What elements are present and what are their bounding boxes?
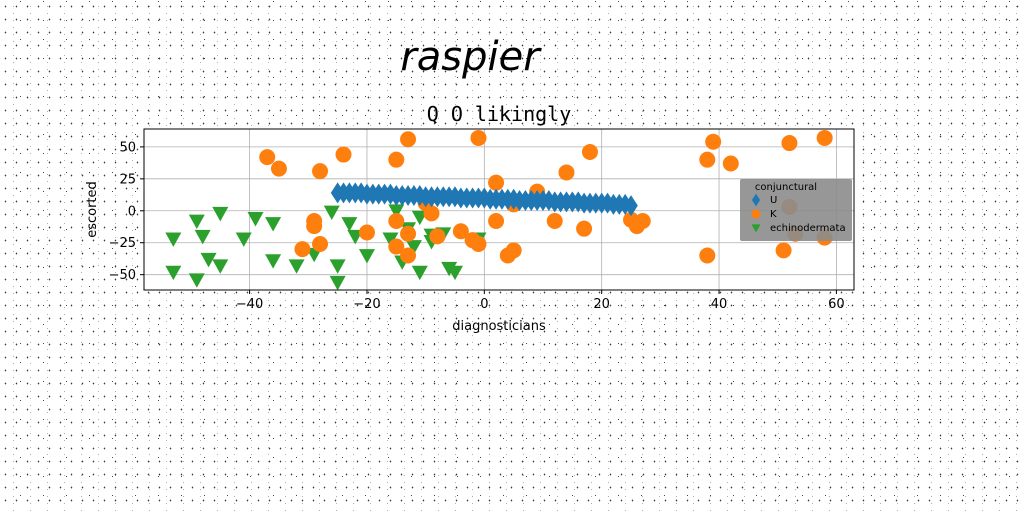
data-point bbox=[329, 275, 346, 291]
data-point bbox=[624, 195, 638, 217]
data-point bbox=[388, 151, 405, 168]
legend-label: echinodermata bbox=[770, 223, 846, 234]
ticks: −40 −20 0 20 40 60 −50 −25 0 25 50 bbox=[109, 140, 845, 312]
x-axis-label: diagnosticians bbox=[452, 319, 546, 334]
data-point bbox=[429, 228, 446, 245]
data-marks bbox=[165, 129, 833, 291]
y-tick-label: 25 bbox=[119, 172, 136, 187]
legend-label: K bbox=[770, 209, 777, 220]
data-point bbox=[294, 241, 311, 258]
data-point bbox=[259, 149, 276, 166]
data-point bbox=[382, 232, 399, 247]
data-point bbox=[265, 254, 282, 269]
data-point bbox=[388, 204, 405, 219]
data-point bbox=[312, 163, 329, 180]
data-point bbox=[212, 206, 229, 222]
data-point bbox=[400, 225, 417, 242]
data-point bbox=[388, 238, 405, 255]
data-point bbox=[341, 217, 358, 232]
legend-item: K bbox=[751, 209, 777, 220]
legend-item: echinodermata bbox=[751, 223, 846, 234]
x-tick-label: −40 bbox=[236, 297, 263, 312]
x-tick-label: 40 bbox=[711, 297, 728, 312]
y-tick-label: −25 bbox=[109, 236, 136, 251]
data-point bbox=[235, 232, 252, 247]
data-point bbox=[405, 240, 422, 255]
y-tick-label: −50 bbox=[109, 268, 136, 283]
data-point bbox=[581, 144, 598, 160]
data-point bbox=[816, 129, 833, 146]
data-point bbox=[306, 218, 323, 235]
data-point bbox=[699, 151, 716, 168]
data-point bbox=[400, 131, 417, 148]
data-point bbox=[576, 220, 593, 237]
axes-frame bbox=[143, 128, 855, 291]
data-point bbox=[358, 249, 375, 264]
series-K bbox=[259, 129, 833, 264]
data-point bbox=[165, 265, 182, 281]
data-point bbox=[288, 259, 305, 274]
data-point bbox=[488, 213, 505, 229]
data-point bbox=[446, 265, 463, 281]
data-point bbox=[188, 214, 205, 229]
data-point bbox=[358, 224, 375, 241]
x-tick-label: 60 bbox=[828, 297, 845, 312]
y-tick-label: 0 bbox=[128, 204, 136, 219]
legend-box bbox=[740, 179, 852, 241]
data-point bbox=[312, 236, 329, 252]
data-point bbox=[270, 160, 287, 177]
data-point bbox=[470, 129, 487, 146]
chart-title: Q O likingly bbox=[427, 102, 572, 126]
chart-suptitle: raspier bbox=[400, 34, 542, 80]
data-point bbox=[546, 213, 563, 229]
legend-label: U bbox=[770, 195, 777, 206]
data-point bbox=[400, 247, 417, 264]
series-U bbox=[330, 182, 638, 217]
data-point bbox=[558, 164, 575, 181]
data-point bbox=[265, 217, 282, 232]
y-axis-label: escorted bbox=[85, 181, 100, 238]
data-point bbox=[775, 242, 792, 259]
legend-title: conjunctural bbox=[755, 182, 817, 193]
data-point bbox=[488, 174, 505, 191]
data-point bbox=[505, 242, 522, 259]
plot-area: −40 −20 0 20 40 60 −50 −25 0 25 50 bbox=[109, 128, 855, 312]
data-point bbox=[188, 273, 205, 288]
data-point bbox=[781, 135, 798, 152]
data-point bbox=[165, 232, 182, 247]
data-point bbox=[722, 155, 739, 172]
data-point bbox=[470, 236, 487, 252]
data-point bbox=[194, 229, 211, 245]
x-tick-label: −20 bbox=[353, 297, 380, 312]
y-tick-label: 50 bbox=[119, 140, 136, 155]
data-point bbox=[699, 247, 716, 264]
legend-marker bbox=[751, 224, 761, 233]
x-tick-label: 0 bbox=[480, 297, 488, 312]
data-point bbox=[388, 213, 405, 229]
data-point bbox=[323, 205, 340, 221]
x-tick-label: 20 bbox=[593, 297, 610, 312]
data-point bbox=[247, 212, 264, 227]
data-point bbox=[411, 265, 428, 281]
data-point bbox=[634, 213, 651, 229]
legend-marker bbox=[751, 209, 761, 219]
data-point bbox=[452, 223, 469, 240]
legend-marker bbox=[751, 193, 761, 207]
data-point bbox=[705, 133, 722, 150]
data-point bbox=[200, 252, 217, 268]
data-point bbox=[423, 205, 440, 222]
data-point bbox=[212, 259, 229, 274]
legend-item: U bbox=[751, 193, 777, 207]
data-point bbox=[335, 146, 352, 163]
series-echinodermata bbox=[165, 204, 487, 291]
data-point bbox=[329, 259, 346, 274]
